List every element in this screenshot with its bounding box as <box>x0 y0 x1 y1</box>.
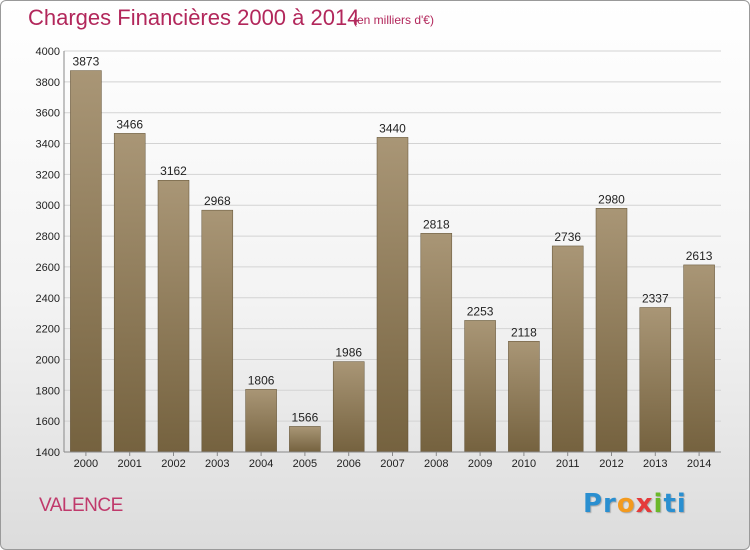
bar-data-label: 2613 <box>686 249 713 263</box>
y-tick-label: 1800 <box>36 385 60 397</box>
y-tick-label: 2400 <box>36 293 60 305</box>
x-tick-label: 2000 <box>74 458 98 470</box>
logo-part: o <box>616 489 636 519</box>
bar <box>70 70 102 453</box>
x-tick-label: 2010 <box>512 458 536 470</box>
bar <box>201 209 234 453</box>
logo-part: Pr <box>583 489 617 519</box>
bar <box>332 361 365 453</box>
y-tick-label: 2600 <box>36 262 60 274</box>
y-tick-label: 1600 <box>36 416 60 428</box>
x-tick-label: 2009 <box>468 458 492 470</box>
logo-part: ti <box>663 489 687 519</box>
x-tick-label: 2005 <box>293 458 317 470</box>
chart-subtitle: (en milliers d'€) <box>353 13 434 27</box>
bar-data-label: 2118 <box>511 325 537 339</box>
y-tick-label: 3200 <box>36 169 60 181</box>
bar-data-label: 1986 <box>335 346 362 360</box>
bar <box>464 320 496 453</box>
bar-data-label: 3440 <box>379 121 406 135</box>
x-tick-label: 2003 <box>205 458 229 470</box>
bar-data-label: 3466 <box>116 117 143 131</box>
logo-part: i <box>653 489 664 519</box>
x-tick-label: 2012 <box>599 458 623 470</box>
bar-data-label: 2968 <box>204 194 231 208</box>
proxiti-logo: Proxiti <box>583 489 687 519</box>
y-tick-label: 2800 <box>36 231 60 243</box>
bar <box>113 133 146 453</box>
bar <box>420 233 453 453</box>
x-tick-label: 2014 <box>687 458 711 470</box>
y-tick-label: 3800 <box>36 77 60 89</box>
x-tick-label: 2007 <box>380 458 404 470</box>
y-tick-label: 3600 <box>36 108 60 120</box>
x-tick-label: 2013 <box>643 458 667 470</box>
bar-data-label: 2980 <box>598 192 625 206</box>
bar-data-label: 1566 <box>292 410 319 424</box>
bar-data-label: 2337 <box>642 291 669 305</box>
x-tick-label: 2011 <box>556 458 580 470</box>
x-tick-label: 2006 <box>336 458 360 470</box>
x-tick-label: 2001 <box>117 458 141 470</box>
city-name: VALENCE <box>39 495 123 516</box>
bar-data-label: 1806 <box>248 373 275 387</box>
y-tick-label: 2200 <box>36 324 60 336</box>
bar <box>157 179 190 453</box>
x-tick-label: 2002 <box>161 458 185 470</box>
bar-data-label: 2253 <box>467 304 494 318</box>
bar <box>551 245 584 453</box>
logo-part: x <box>635 489 654 519</box>
bar <box>683 264 715 453</box>
bar <box>245 389 277 453</box>
y-tick-label: 4000 <box>36 46 60 58</box>
x-tick-label: 2004 <box>249 458 273 470</box>
y-tick-label: 2000 <box>36 354 60 366</box>
bar <box>376 137 409 453</box>
bar <box>595 208 628 453</box>
y-tick-label: 1400 <box>36 447 60 459</box>
y-tick-label: 3400 <box>36 139 60 151</box>
bar <box>639 307 672 453</box>
bar-data-label: 2818 <box>423 217 450 231</box>
bar <box>508 341 540 453</box>
bar-data-label: 3162 <box>160 164 187 178</box>
bar-data-label: 2736 <box>554 230 581 244</box>
bar-data-label: 3873 <box>73 55 100 69</box>
y-tick-label: 3000 <box>36 200 60 212</box>
chart-title: Charges Financières 2000 à 2014 <box>28 5 360 30</box>
bar <box>289 426 321 453</box>
x-tick-label: 2008 <box>424 458 448 470</box>
